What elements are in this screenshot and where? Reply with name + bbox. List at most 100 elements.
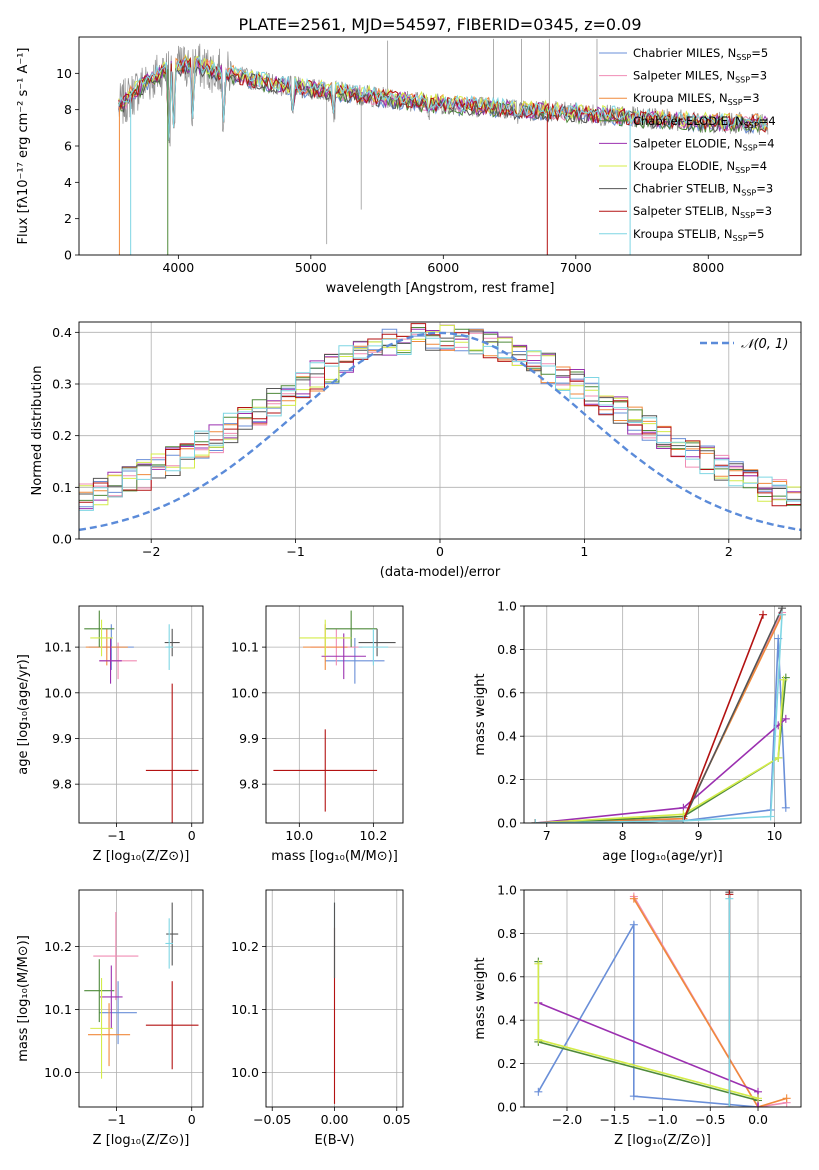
panel-spectrum: 4000 5000 6000 7000 8000 0 2 4 6 8 10 wavelength [A… [16,36,802,296]
legend-equals: = [748,227,758,241]
x-axis-label: (data-model)/error [380,565,501,580]
x-axis-label: Z [log₁₀(Z/Z⊙)] [93,1133,190,1148]
legend-model-name: Chabrier ELODIE [633,114,728,128]
x-tick-label: 9 [695,828,703,843]
y-tick-label: 0 [64,248,72,263]
legend-subscript: SSP [744,121,759,130]
residual-legend: 𝒩(0, 1) [700,337,788,352]
plus-marker [781,803,790,812]
mass-weight-line [535,677,787,823]
legend-model-name: Kroupa MILES [633,91,712,105]
errorbar-point [321,633,366,680]
axes-frame [265,605,404,824]
panel-mass_vs_ebv: −0.05 0.00 0.05 10.0 10.1 10.2 E(B-V) [231,889,411,1148]
legend-equals: = [743,91,753,105]
y-tick-label: 0.1 [52,480,72,495]
y-tick-label: 8 [64,102,72,117]
legend-entry: 𝒩(0, 1) [741,337,788,352]
legend-n-value: 4 [760,159,767,173]
normal-reference-curve [79,331,801,532]
x-tick-label: 5000 [295,260,327,275]
legend-equals: = [758,136,768,150]
legend-model-name: Chabrier STELIB [633,182,725,196]
y-axis-label: age [log₁₀(age/yr)] [16,654,31,775]
legend-equals: = [755,204,765,218]
y-tick-label: 10.0 [44,685,72,700]
errorbar-point [145,981,199,1070]
plot-area [531,606,790,823]
x-tick-label: −0.05 [253,1112,291,1127]
errorbar-point [99,981,137,1045]
mass-weight-line [535,718,787,823]
x-tick-label: −2.0 [552,1112,582,1127]
legend-subscript: SSP [733,234,748,243]
legend-n-label: , N [720,46,736,60]
errorbar-point [145,683,199,823]
y-tick-label: 1.0 [497,883,517,898]
y-axis-label: mass weight [473,673,488,755]
legend-model-name: Salpeter ELODIE [633,136,727,150]
legend-equals: = [759,114,769,128]
legend-model-name: Chabrier MILES [633,46,720,60]
model-spectrum-line [118,63,768,141]
x-tick-label: 0.00 [321,1112,349,1127]
x-tick-label: 10 [766,828,782,843]
x-axis-label: Z [log₁₀(Z/Z⊙)] [614,1133,711,1148]
y-tick-label: 0.2 [497,1056,517,1071]
plus-marker [781,714,790,723]
legend-n-value: 5 [761,46,768,60]
legend-model-name: Salpeter MILES [633,69,719,83]
plus-marker [759,610,768,619]
errorbar-point [273,729,378,812]
figure-title: PLATE=2561, MJD=54597, FIBERID=0345, z=0… [238,15,641,34]
errorbar-point [88,1003,131,1067]
legend-model-name: Kroupa ELODIE [633,159,719,173]
x-axis-label: E(B-V) [314,1133,354,1148]
plus-marker [754,1094,763,1103]
y-axis-label: mass weight [473,957,488,1039]
legend-model-name: Salpeter STELIB [633,204,724,218]
plus-marker [629,1092,638,1101]
plot-area [84,610,199,823]
y-tick-label: 10.1 [44,640,72,655]
errorbar-point [93,912,139,1001]
plus-marker [754,1103,763,1107]
y-tick-label: 9.9 [52,731,72,746]
legend-subscript: SSP [735,76,750,85]
legend-entry: Kroupa ELODIE, NSSP=4 [633,159,767,175]
plus-marker [531,819,540,823]
errorbar-point [358,628,396,657]
legend-n-value: 5 [757,227,764,241]
y-tick-label: 0.8 [497,642,517,657]
plus-marker [629,920,638,929]
legend-equals: = [750,69,760,83]
plus-marker [774,753,783,762]
errorbar-point [165,918,173,969]
legend-entry: Chabrier ELODIE, NSSP=4 [633,114,776,130]
errorbar-point [100,965,123,1029]
mass-weight-line [535,679,785,823]
x-tick-label: 0.05 [383,1112,411,1127]
x-axis-label: Z [log₁₀(Z/Z⊙)] [93,849,190,864]
y-tick-label: 10 [56,66,72,81]
legend-entry: Kroupa STELIB, NSSP=5 [633,227,765,243]
plus-marker [534,959,543,968]
legend-n-label: , N [717,227,733,241]
axes-frame [78,36,802,256]
x-tick-label: −2 [142,544,160,559]
errorbar-point [84,959,115,1023]
y-axis-label: Flux [fλ10⁻¹⁷ erg cm⁻² s⁻¹ A⁻¹] [16,48,31,245]
x-tick-label: 7000 [560,260,592,275]
plus-marker [725,894,734,903]
plot-area [118,38,769,255]
errorbar-point [90,619,113,657]
x-tick-label: −1.5 [600,1112,630,1127]
y-tick-label: 2 [64,211,72,226]
legend-subscript: SSP [736,53,751,62]
legend-n-value: 4 [768,114,775,128]
panel-age_vs_mass: 10.0 10.2 9.8 9.9 10.0 10.1 mass [log₁₀(M/M⊙)] [231,605,404,864]
y-tick-label: 10.2 [231,939,259,954]
legend-n-value: 3 [766,182,773,196]
axes-frame [265,889,404,1108]
